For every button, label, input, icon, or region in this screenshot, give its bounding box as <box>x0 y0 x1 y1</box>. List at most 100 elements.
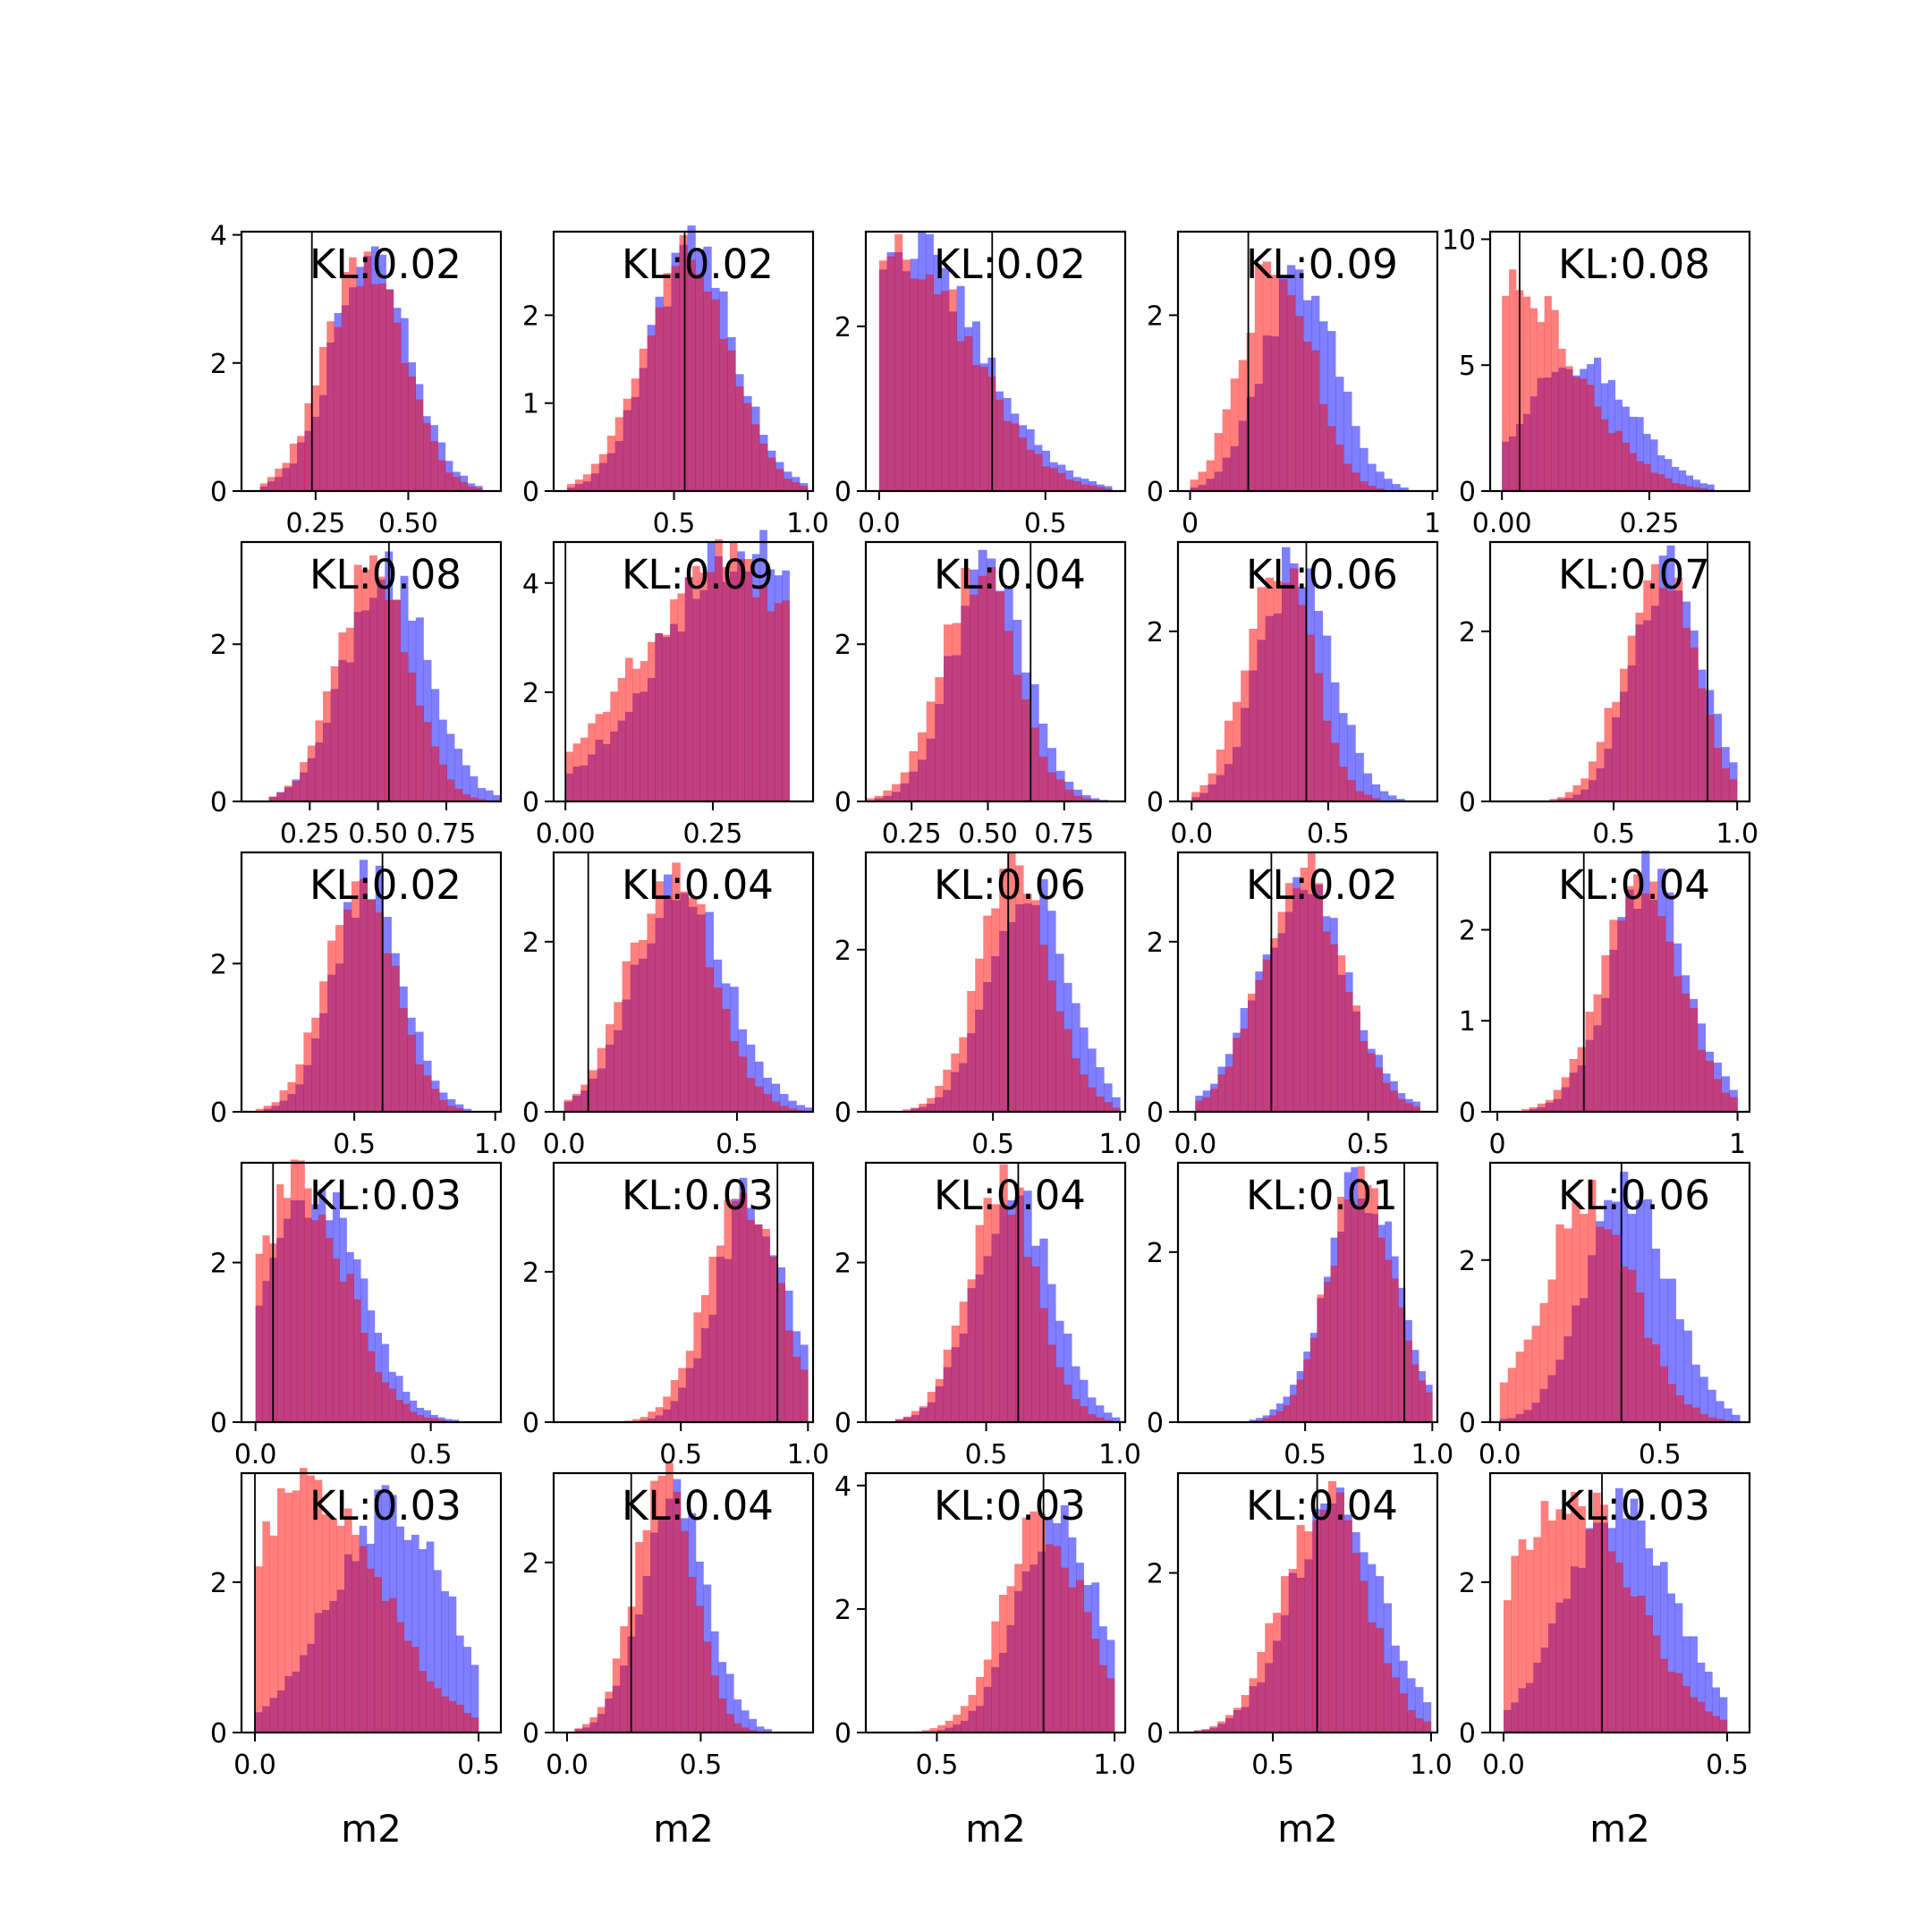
hist-bar-red <box>964 335 973 491</box>
hist-bar-red <box>393 322 402 491</box>
hist-bar-red <box>336 1525 345 1733</box>
hist-bar-red <box>467 486 476 491</box>
hist-bar-red <box>1391 1677 1400 1733</box>
hist-bar-red <box>1563 1513 1572 1733</box>
hist-bar-red <box>663 896 673 1112</box>
subplot-6: 0.25 0.50 0.75 0 2 KL:0.08 <box>210 540 503 850</box>
hist-bar-red <box>996 591 1004 801</box>
hist-bar-red <box>1635 1292 1645 1422</box>
hist-bar-red <box>1355 791 1364 801</box>
hist-bar-red <box>663 273 672 491</box>
hist-bar-red <box>894 1419 904 1422</box>
hist-bar-red <box>1589 761 1597 801</box>
kl-annotation: KL:0.08 <box>1558 241 1710 288</box>
kl-annotation: KL:0.07 <box>1558 551 1710 598</box>
hist-bar-red <box>967 990 976 1112</box>
hist-bar-blue <box>1674 1603 1683 1733</box>
x-tick-label: 0.25 <box>285 508 345 539</box>
hist-bar-red <box>762 1228 770 1422</box>
x-tick-label: 0.5 <box>971 1129 1014 1160</box>
axes-frame <box>240 1161 503 1424</box>
hist-bar-red <box>987 567 996 801</box>
hist-bar-red <box>1530 308 1538 491</box>
hist-bar-red <box>959 1301 968 1422</box>
hist-bar-red <box>1031 900 1040 1112</box>
hist-bar-red <box>276 792 285 801</box>
hist-bar-red <box>655 632 664 801</box>
y-tick-label: 2 <box>1459 1246 1476 1277</box>
hist-bar-red <box>1233 1038 1241 1112</box>
y-tick-label: 2 <box>210 349 227 380</box>
hist-bar-blue <box>1697 1662 1706 1733</box>
hist-bar-red <box>1627 1269 1637 1422</box>
x-tick-label: 0.50 <box>958 818 1018 850</box>
hist-bar-red <box>620 1626 629 1733</box>
hist-bar-red <box>1533 1537 1541 1733</box>
hist-bar-red <box>1587 385 1595 491</box>
hist-bar-red <box>437 1419 445 1422</box>
axes-frame <box>240 540 503 803</box>
hist-bar-red <box>1288 1569 1297 1733</box>
hist-bar-red <box>430 441 438 491</box>
hist-bar-red <box>927 1392 936 1422</box>
x-tick-label: 0.25 <box>280 818 340 850</box>
hist-bar-red <box>297 1160 305 1422</box>
hist-bar-red <box>566 484 576 491</box>
kl-annotation: KL:0.06 <box>1558 1172 1710 1219</box>
hist-bar-red <box>632 1419 640 1422</box>
hist-bar-red <box>1055 779 1065 801</box>
hist-bar-red <box>910 278 919 491</box>
kl-annotation: KL:0.03 <box>1558 1482 1710 1530</box>
hist-bar-red <box>1572 377 1580 491</box>
hist-bar-red <box>255 1253 263 1422</box>
hist-bar-red <box>1222 409 1232 491</box>
hist-bar-red <box>1257 587 1266 801</box>
hist-bar-red <box>315 720 324 801</box>
hist-bar-red <box>708 1257 717 1422</box>
hist-bar-red <box>1651 1344 1661 1422</box>
hist-bar-blue <box>447 1098 456 1112</box>
x-tick-label: 0.0 <box>543 1129 586 1160</box>
hist-bar-red <box>381 1382 389 1422</box>
hist-bar-blue <box>1063 1333 1072 1422</box>
hist-bar-red <box>284 1492 292 1733</box>
hist-bar-red <box>580 737 589 801</box>
hist-bar-red <box>1629 453 1637 491</box>
hist-bar-red <box>1360 481 1368 491</box>
hist-bar-red <box>1284 883 1293 1112</box>
hist-bar-red <box>759 443 768 491</box>
hist-bar-red <box>470 797 479 801</box>
subplot-3: 0.0 0.5 0 2 KL:0.02 <box>835 230 1127 539</box>
hist-bar-blue <box>431 689 440 801</box>
axes-frame <box>864 540 1127 803</box>
hist-bar-red <box>1683 1404 1692 1422</box>
hist-bar-red <box>639 939 648 1112</box>
hist-bar-red <box>1091 1639 1100 1733</box>
hist-bar-red <box>739 1192 748 1422</box>
hist-bar-red <box>979 366 988 491</box>
hist-bar-red <box>377 576 386 801</box>
y-tick-label: 0 <box>835 477 852 508</box>
hist-bar-red <box>307 745 316 801</box>
hist-bar-red <box>1013 674 1022 801</box>
y-tick-label: 0 <box>210 1718 227 1750</box>
hist-bar-red <box>1006 1586 1015 1733</box>
hist-bar-red <box>572 743 581 801</box>
x-tick-label: 0.0 <box>546 1750 589 1781</box>
x-tick-label: 0.50 <box>378 508 438 539</box>
hist-bar-red <box>1224 720 1233 801</box>
hist-bar-red <box>1713 1079 1722 1112</box>
hist-bar-red <box>463 1713 471 1733</box>
hist-bar-blue <box>403 1539 412 1733</box>
hist-bar-red <box>1255 979 1264 1112</box>
hist-bar-red <box>729 542 738 801</box>
hist-bar-red <box>998 1595 1007 1733</box>
hist-bar-red <box>1627 635 1636 801</box>
hist-bar-red <box>1335 444 1344 491</box>
hist-bar-red <box>1112 1107 1121 1112</box>
hist-bar-red <box>1705 1061 1715 1112</box>
hist-bar-red <box>1011 423 1020 491</box>
hist-bar-blue <box>1651 1249 1661 1422</box>
hist-bar-red <box>874 795 884 801</box>
hist-bar-red <box>1588 1180 1597 1422</box>
